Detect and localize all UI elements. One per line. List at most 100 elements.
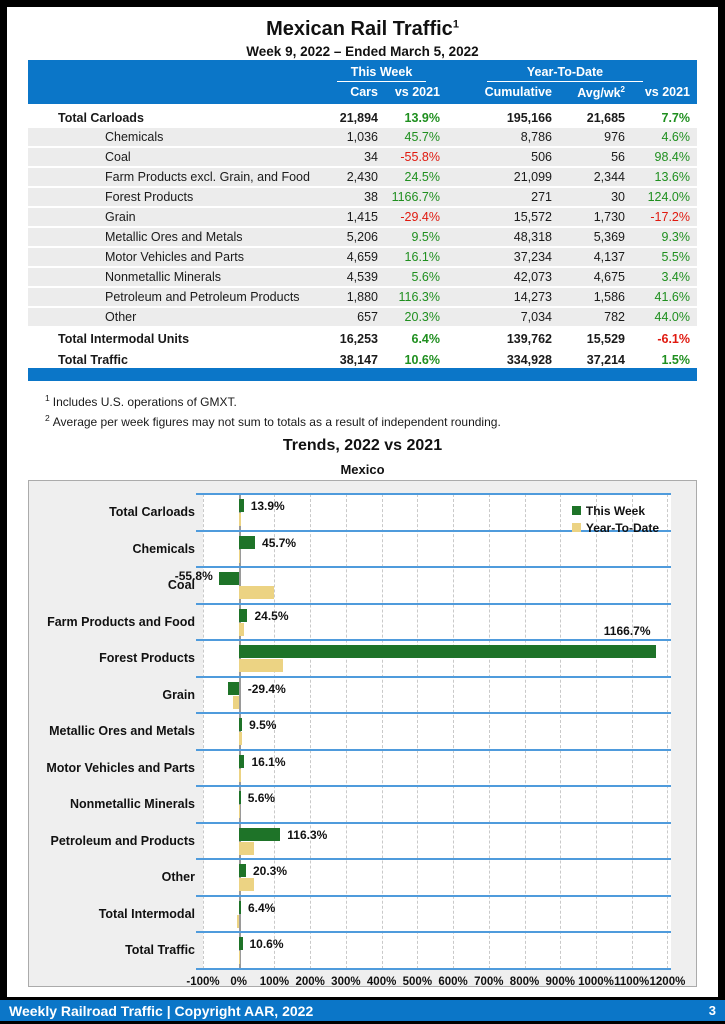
chart-category-label: Forest Products <box>99 651 195 666</box>
bar-value-label: 5.6% <box>247 791 276 806</box>
cell-cumulative: 48,318 <box>513 230 552 245</box>
cell-avg-wk: 5,369 <box>593 230 625 245</box>
band-separator-line <box>196 785 671 788</box>
gridline <box>488 494 490 969</box>
bar-this-week <box>238 827 281 841</box>
x-tick-label: 0% <box>230 976 248 988</box>
gridline <box>667 494 669 969</box>
row-label: Chemicals <box>105 130 164 145</box>
table-row: Total Intermodal Units 16,253 6.4% 139,762 1… <box>28 328 697 350</box>
cell-cars: 5,206 <box>346 230 378 245</box>
chart-title: Trends, 2022 vs 2021 <box>282 437 443 454</box>
bar-this-week <box>238 535 256 549</box>
column-group-this-week: This Week <box>323 65 440 82</box>
report-body: Mexican Rail Traffic1 Week 9, 2022 – End… <box>7 7 718 997</box>
cell-vs-2021-week: 45.7% <box>404 130 440 145</box>
cell-cumulative: 37,234 <box>513 250 552 265</box>
bar-this-week <box>238 900 241 914</box>
x-tick-label: 500% <box>402 976 433 988</box>
bar-year-to-date <box>238 586 274 600</box>
chart-category-label: Total Carloads <box>109 505 195 519</box>
table-rows: Total Carloads 21,894 13.9% 195,166 21,685 7.… <box>28 107 697 371</box>
bar-this-week <box>218 572 239 586</box>
cell-cumulative: 14,273 <box>513 290 552 305</box>
bar-year-to-date <box>238 732 243 746</box>
legend-label: Year-To-Date <box>585 520 659 535</box>
x-tick-label: 200% <box>295 976 325 988</box>
cell-cumulative: 195,166 <box>506 110 552 125</box>
bar-value-label: 16.1% <box>251 754 286 769</box>
page-number: 3 <box>708 1003 716 1018</box>
bar-this-week <box>228 681 239 695</box>
cell-avg-wk: 21,685 <box>586 110 625 125</box>
gridline <box>203 494 204 969</box>
table-row: Motor Vehicles and Parts 4,659 16.1% 37,234… <box>28 248 697 269</box>
chart-category-label: Other <box>161 870 195 885</box>
chart-subtitle: Mexico <box>340 462 385 477</box>
cell-avg-wk: 30 <box>611 190 625 205</box>
legend-label: This Week <box>585 503 645 518</box>
bar-value-label: 45.7% <box>262 535 297 550</box>
cell-cumulative: 271 <box>531 190 552 205</box>
x-tick-label: 400% <box>366 976 397 988</box>
gridline <box>595 494 597 969</box>
cell-vs-2021-ytd: -6.1% <box>657 331 690 346</box>
title-footnote-marker: 1 <box>452 18 459 31</box>
legend-item: This Week <box>571 502 659 519</box>
bar-year-to-date <box>238 951 241 965</box>
cell-vs-2021-ytd: 98.4% <box>654 150 690 165</box>
column-header-avg-wk: Avg/wk2 <box>577 85 625 101</box>
cell-avg-wk: 1,730 <box>593 210 625 225</box>
legend-swatch-icon <box>571 506 581 515</box>
cell-cumulative: 139,762 <box>506 331 552 346</box>
chart-category-label: Total Traffic <box>125 943 195 958</box>
chart-plot-area: This Week Year-To-Date -100% 0% 100% 200% 300… <box>175 493 685 988</box>
x-tick-label: 700% <box>474 976 504 988</box>
cell-vs-2021-week: 24.5% <box>404 170 440 185</box>
cell-avg-wk: 782 <box>604 310 625 325</box>
cell-cumulative: 334,928 <box>506 352 552 367</box>
row-label: Other <box>105 310 137 325</box>
footer-text: Weekly Railroad Traffic | Copyright AAR,… <box>9 1002 314 1019</box>
cell-avg-wk: 976 <box>604 130 625 145</box>
bar-this-week <box>238 608 248 622</box>
bar-value-label: 13.9% <box>250 499 285 513</box>
band-separator-line <box>196 566 671 569</box>
row-label: Total Traffic <box>58 352 128 367</box>
row-label: Metallic Ores and Metals <box>105 230 243 245</box>
cell-vs-2021-ytd: 9.3% <box>661 230 691 245</box>
bar-value-label: 6.4% <box>248 900 276 915</box>
bar-this-week <box>238 499 244 512</box>
cell-vs-2021-ytd: 4.6% <box>661 130 691 145</box>
cell-cumulative: 42,073 <box>513 270 552 285</box>
cell-cars: 1,415 <box>346 210 378 225</box>
row-label: Total Carloads <box>58 110 144 125</box>
row-label: Total Intermodal Units <box>58 331 190 346</box>
footnote-1: 1 Includes U.S. operations of GMXT. <box>45 393 237 409</box>
traffic-table: This Week Year-To-Date Cars vs 2021 Cumu… <box>28 60 697 371</box>
chart-category-label: Petroleum and Products <box>50 833 195 848</box>
gridline <box>345 494 347 969</box>
bar-year-to-date <box>238 768 241 782</box>
table-row: Grain 1,415 -29.4% 15,572 1,730 -17.2% <box>28 208 697 229</box>
chart-category-label: Coal <box>167 578 195 593</box>
cell-cars: 21,894 <box>339 110 378 125</box>
x-tick-label: 600% <box>438 976 468 988</box>
zero-axis-line <box>238 494 241 969</box>
cell-vs-2021-week: 10.6% <box>404 352 440 367</box>
row-label: Forest Products <box>105 190 194 205</box>
page-title: Mexican Rail Traffic1 <box>7 18 718 41</box>
band-separator-line <box>196 639 671 642</box>
column-group-year-to-date: Year-To-Date <box>440 65 690 82</box>
cell-cars: 38 <box>364 190 378 205</box>
bar-year-to-date <box>238 878 255 892</box>
gridline <box>631 494 633 969</box>
table-row: Nonmetallic Minerals 4,539 5.6% 42,073 4,675… <box>28 268 697 289</box>
gridline <box>524 494 526 969</box>
row-label: Coal <box>105 150 131 165</box>
table-row: Forest Products 38 1166.7% 271 30 124.0% <box>28 188 697 209</box>
gridline <box>417 494 419 969</box>
bar-year-to-date <box>232 695 239 709</box>
cell-cars: 4,539 <box>346 270 378 285</box>
cell-vs-2021-ytd: 41.6% <box>654 290 690 305</box>
